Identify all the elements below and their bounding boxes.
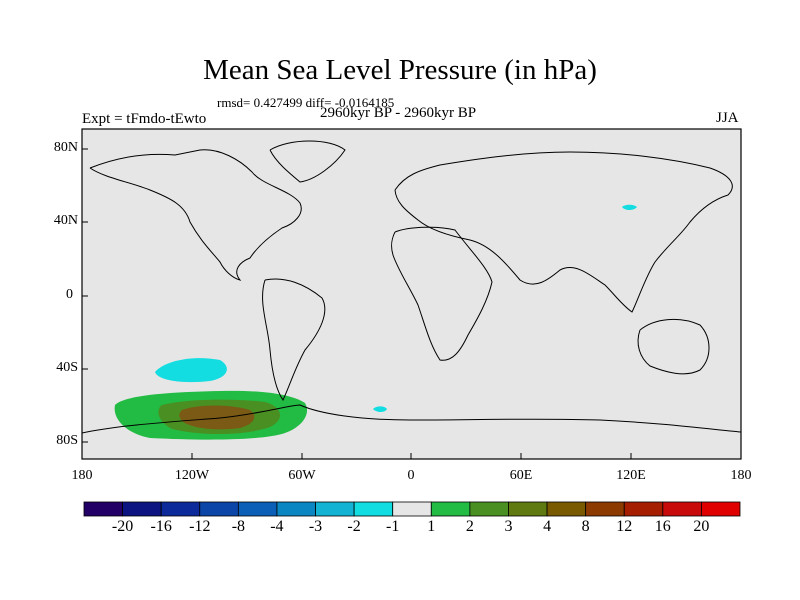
colorbar-label: 2	[465, 518, 474, 535]
colorbar-swatch	[623, 501, 664, 517]
colorbar-label: 16	[654, 518, 671, 535]
coast-australia	[637, 318, 710, 375]
colorbar-swatch	[353, 501, 394, 517]
lat-label-80n: 80N	[53, 140, 78, 155]
colorbar-swatch	[392, 501, 432, 517]
colorbar-label: 12	[616, 518, 633, 535]
colorbar-label: -3	[308, 518, 323, 535]
colorbar-swatch	[585, 501, 625, 517]
lon-label-60w: 60W	[288, 468, 316, 483]
lat-label-80s: 80S	[56, 433, 78, 448]
season-label: JJA	[716, 110, 739, 126]
axis-ticks	[82, 148, 632, 459]
negative-anomaly-south-atlantic	[373, 406, 387, 412]
lon-label-120e: 120E	[616, 468, 646, 483]
colorbar-swatch	[315, 501, 355, 517]
colorbar-swatch	[237, 501, 278, 517]
colorbar-swatch	[122, 501, 162, 517]
lat-label-40n: 40N	[53, 213, 78, 228]
colorbar-label: -2	[347, 518, 361, 535]
lat-label-0: 0	[66, 287, 73, 302]
coast-eurasia	[394, 151, 733, 313]
negative-anomaly-mongolia	[622, 204, 637, 210]
stats-text: rmsd= 0.427499 diff= -0.0164185	[217, 95, 395, 110]
lon-label-120w: 120W	[174, 468, 210, 483]
lat-label-40s: 40S	[56, 360, 78, 375]
colorbar-swatch	[469, 501, 509, 517]
negative-anomaly-south-pacific	[155, 358, 227, 383]
coast-africa	[391, 226, 493, 361]
colorbar-swatch	[508, 501, 548, 517]
colorbar-swatch	[430, 501, 471, 517]
colorbar-label: 1	[427, 518, 436, 535]
colorbar-label: 8	[581, 518, 590, 535]
experiment-label: Expt = tFmdo-tEwto	[82, 111, 207, 127]
coast-south-america	[262, 278, 326, 401]
lon-label-60e: 60E	[509, 468, 533, 483]
coast-greenland	[269, 140, 346, 183]
colorbar-swatch	[276, 501, 316, 517]
colorbar-swatch	[160, 501, 201, 517]
colorbar-swatch	[199, 501, 239, 517]
colorbar-label: 20	[693, 518, 710, 535]
positive-anomaly-inner	[179, 405, 255, 430]
colorbar-label: -20	[111, 518, 134, 535]
colorbar-label: 3	[504, 518, 513, 535]
coastlines	[81, 140, 742, 434]
lon-label-0: 0	[407, 468, 415, 483]
colorbar-label: -8	[231, 518, 246, 535]
colorbar-label: 4	[543, 518, 552, 535]
colorbar-swatch	[701, 501, 741, 517]
coast-antarctica	[81, 404, 742, 434]
colorbar-label: -12	[189, 518, 211, 535]
coast-north-america	[89, 149, 302, 281]
colorbar	[83, 501, 741, 517]
anomaly-fields	[114, 204, 637, 440]
chart-title: Mean Sea Level Pressure (in hPa)	[203, 54, 597, 86]
colorbar-label: -4	[270, 518, 284, 535]
lon-label-180e: 180	[730, 468, 752, 483]
colorbar-swatch	[546, 501, 587, 517]
lon-label-180w: 180	[71, 468, 93, 483]
colorbar-swatch	[662, 501, 702, 517]
period-label: 2960kyr BP - 2960kyr BP	[320, 105, 477, 121]
colorbar-label: -1	[386, 518, 400, 535]
colorbar-swatch	[83, 501, 123, 517]
colorbar-label: -16	[150, 518, 172, 535]
